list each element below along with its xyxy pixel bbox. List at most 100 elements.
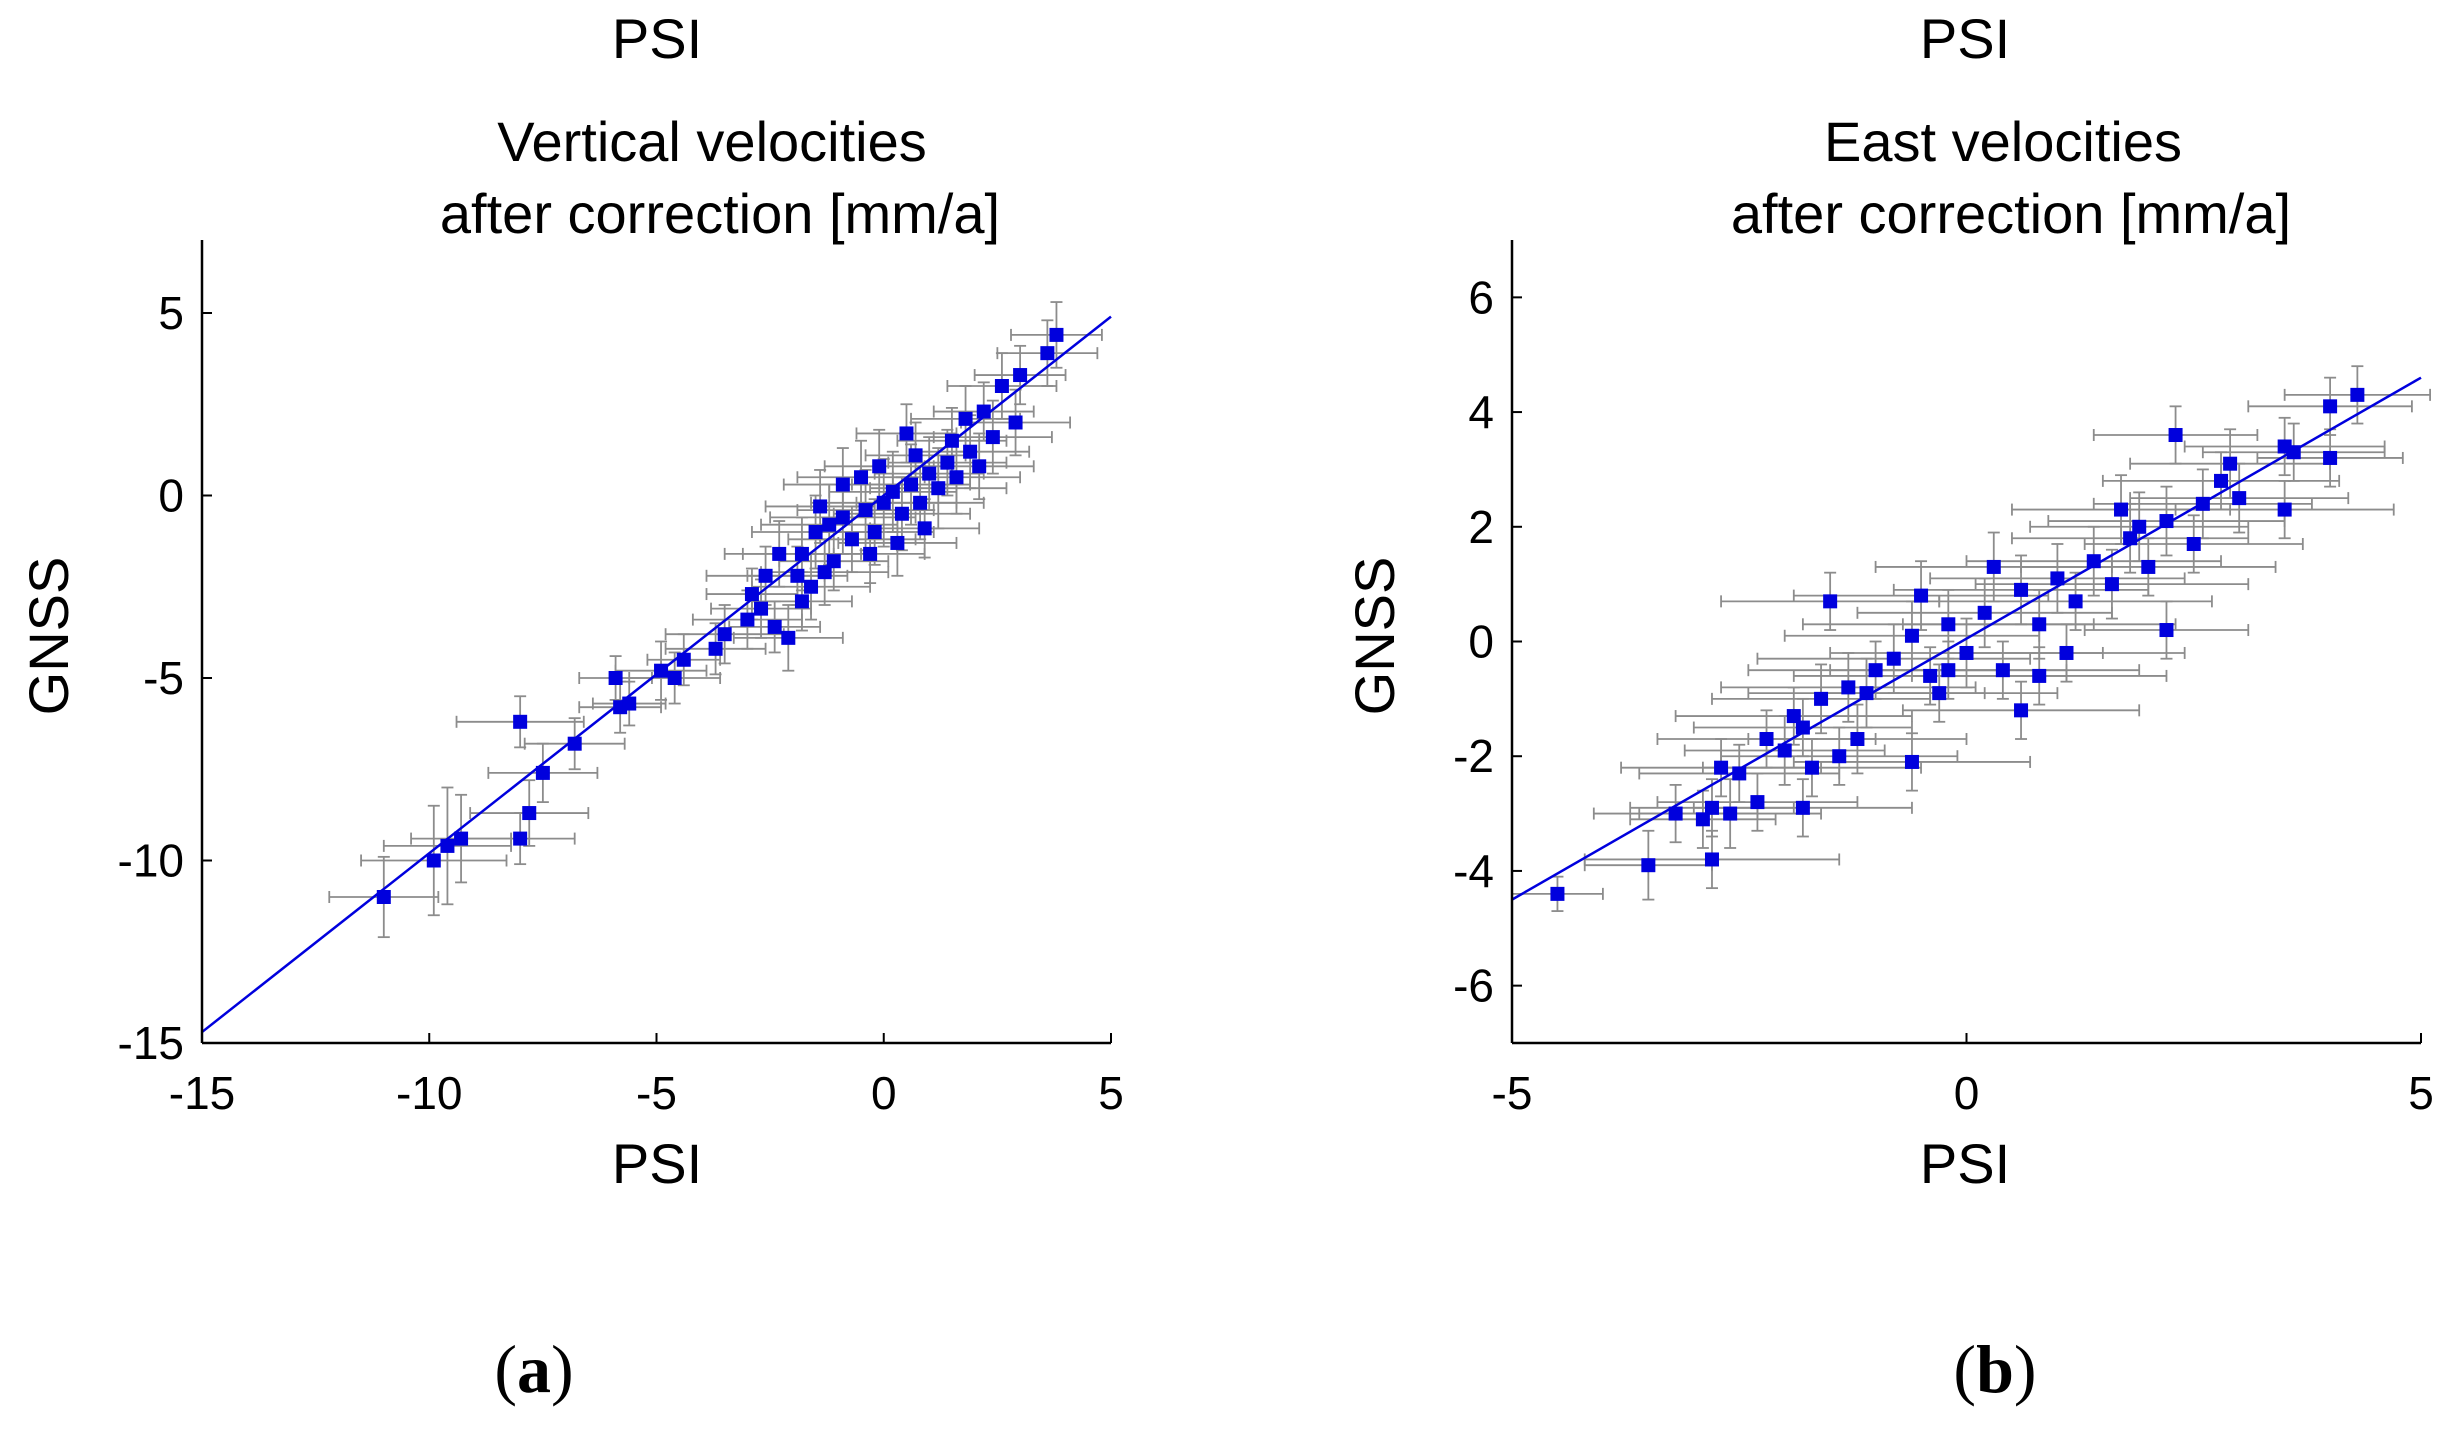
data-point	[1759, 732, 1774, 747]
data-point	[1850, 732, 1865, 747]
data-point	[963, 444, 978, 459]
data-point	[708, 641, 723, 656]
data-point	[985, 430, 1000, 445]
data-point	[790, 568, 805, 583]
data-point	[2032, 617, 2047, 632]
data-point	[758, 568, 773, 583]
data-point	[667, 671, 682, 685]
data-point	[863, 546, 878, 561]
data-point	[2132, 519, 2147, 534]
data-point	[976, 404, 991, 419]
data-point	[2159, 623, 2174, 638]
data-point	[2168, 428, 2183, 443]
data-point	[2232, 491, 2247, 506]
data-point	[1868, 663, 1883, 678]
data-point	[894, 506, 909, 521]
data-point	[904, 477, 919, 492]
data-point	[717, 627, 732, 642]
data-point	[794, 594, 809, 609]
data-point	[2141, 559, 2156, 574]
data-point	[813, 499, 828, 514]
y-tick-label: 4	[1468, 386, 1494, 438]
data-point	[1777, 743, 1792, 758]
panel-a-y-label: GNSS	[17, 557, 80, 716]
data-point	[1668, 806, 1683, 821]
panel-b-points	[1550, 387, 2365, 901]
data-point	[822, 517, 837, 532]
data-point	[2195, 496, 2210, 511]
x-tick-label: -10	[396, 1067, 462, 1119]
data-point	[1695, 812, 1710, 827]
data-point	[876, 495, 891, 510]
data-point	[972, 459, 987, 474]
panel-a-title-line2: after correction [mm/a]	[440, 182, 1000, 245]
data-point	[885, 484, 900, 499]
panel-b-header: PSI	[1920, 7, 2010, 70]
data-point	[740, 612, 755, 627]
data-point	[1704, 800, 1719, 815]
data-point	[1904, 754, 1919, 769]
panel-b-label: (b)	[1953, 1331, 2036, 1407]
data-point	[1904, 628, 1919, 643]
data-point	[2186, 536, 2201, 551]
y-tick-label: 5	[158, 287, 184, 339]
data-point	[513, 831, 528, 846]
data-point	[1886, 651, 1901, 666]
data-point	[2159, 514, 2174, 529]
y-tick-label: 0	[158, 470, 184, 522]
data-point	[2114, 502, 2129, 517]
data-point	[1941, 663, 1956, 678]
data-point	[376, 890, 391, 904]
panel-b-title-line1: East velocities	[1824, 110, 2182, 173]
y-tick-label: -6	[1453, 960, 1494, 1012]
x-tick-label: -15	[169, 1067, 235, 1119]
data-point	[867, 525, 882, 539]
data-point	[944, 433, 959, 448]
data-point	[1923, 668, 1938, 683]
data-point	[794, 546, 809, 561]
panel-a-y-ticks: -15 -10 -5 0 5	[118, 287, 212, 1069]
data-point	[2104, 577, 2119, 592]
panel-a-x-ticks: -15 -10 -5 0 5	[169, 1033, 1124, 1119]
data-point	[1013, 368, 1028, 383]
panel-b-x-label: PSI	[1920, 1132, 2010, 1195]
x-tick-label: 5	[1098, 1067, 1124, 1119]
y-tick-label: 0	[1468, 616, 1494, 668]
x-tick-label: -5	[636, 1067, 677, 1119]
data-point	[2286, 445, 2301, 460]
y-tick-label: 6	[1468, 271, 1494, 323]
data-point	[454, 831, 469, 846]
data-point	[1859, 686, 1874, 701]
data-point	[949, 470, 964, 485]
panel-b-title-line2: after correction [mm/a]	[1731, 182, 2291, 245]
data-point	[2068, 594, 2083, 609]
panel-a-x-label: PSI	[612, 1132, 702, 1195]
data-point	[1732, 766, 1747, 781]
panel-a-title-line1: Vertical velocities	[497, 110, 927, 173]
data-point	[1550, 886, 1565, 901]
data-point	[2086, 554, 2101, 569]
data-point	[767, 619, 782, 634]
data-point	[1986, 559, 2001, 574]
panel-a-vertical-velocities: PSI Vertical velocities after correction…	[17, 7, 1124, 1407]
y-tick-label: -2	[1453, 730, 1494, 782]
panel-b-y-ticks: -6 -4 -2 0 2 4 6	[1453, 271, 1522, 1012]
y-tick-label: -15	[118, 1017, 184, 1069]
data-point	[426, 853, 441, 868]
data-point	[1750, 795, 1765, 810]
data-point	[2014, 582, 2029, 597]
data-point	[1814, 691, 1829, 706]
data-point	[2214, 473, 2229, 488]
data-point	[958, 411, 973, 426]
data-point	[2323, 450, 2338, 465]
data-point	[2014, 703, 2029, 718]
data-point	[772, 546, 787, 561]
data-point	[744, 587, 759, 602]
panel-b-letter: b	[1976, 1331, 2014, 1407]
data-point	[781, 630, 796, 645]
data-point	[808, 525, 823, 539]
data-point	[1941, 617, 1956, 632]
data-point	[917, 521, 932, 536]
data-point	[922, 466, 937, 481]
